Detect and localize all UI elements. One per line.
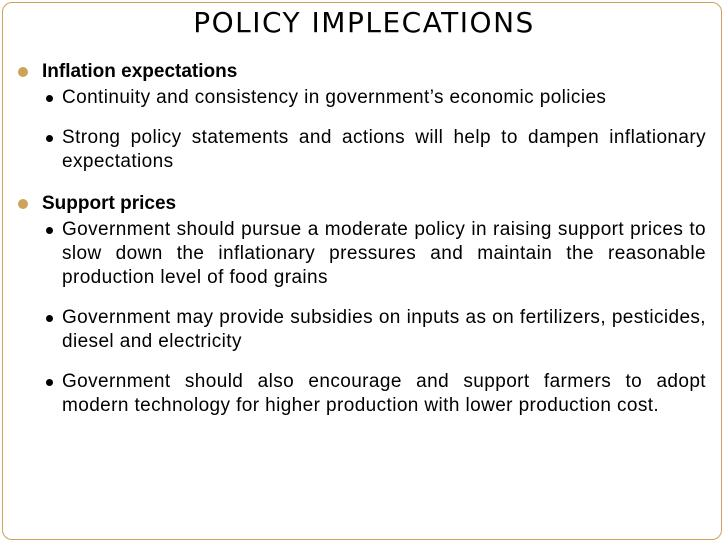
- list-item-text: Government may provide subsidies on inpu…: [62, 307, 706, 352]
- list-item: Government should pursue a moderate poli…: [46, 218, 706, 290]
- bullet-icon: [46, 135, 53, 142]
- slide-content: Inflation expectations Continuity and co…: [16, 60, 706, 418]
- page-title: POLICY IMPLECATIONS: [193, 6, 535, 39]
- section-heading-label: Inflation expectations: [42, 61, 238, 82]
- section-heading-inflation: Inflation expectations: [16, 60, 706, 84]
- list-item-text: Strong policy statements and actions wil…: [62, 127, 706, 172]
- bullet-icon: [46, 315, 53, 322]
- bullet-icon: [18, 67, 28, 77]
- list-item: Government may provide subsidies on inpu…: [46, 306, 706, 354]
- list-item: Government should also encourage and sup…: [46, 370, 706, 418]
- list-item-text: Government should also encourage and sup…: [62, 371, 706, 416]
- list-item-text: Continuity and consistency in government…: [62, 87, 607, 108]
- list-item: Strong policy statements and actions wil…: [46, 126, 706, 174]
- bullet-icon: [46, 379, 53, 386]
- list-item-text: Government should pursue a moderate poli…: [62, 219, 706, 288]
- bullet-icon: [46, 95, 53, 102]
- bullet-icon: [18, 199, 28, 209]
- section-heading-label: Support prices: [42, 193, 177, 214]
- bullet-icon: [46, 227, 53, 234]
- slide-frame: [2, 2, 722, 540]
- list-item: Continuity and consistency in government…: [46, 86, 706, 110]
- section-heading-support-prices: Support prices: [16, 192, 706, 216]
